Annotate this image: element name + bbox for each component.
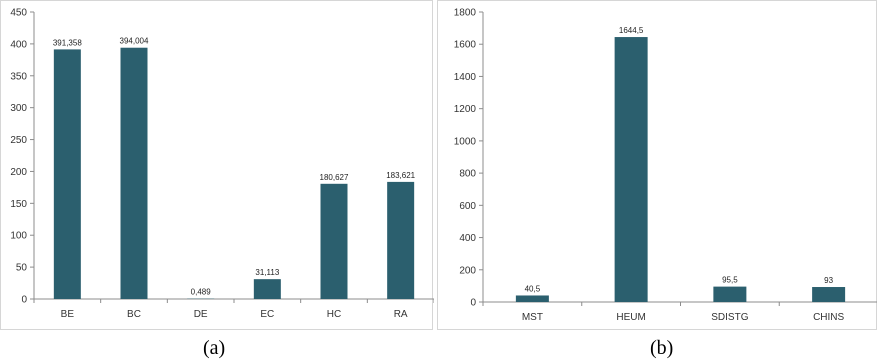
chart-a-y-tick-label: 350: [10, 71, 27, 82]
chart-b-y-tick-label: 0: [470, 298, 476, 309]
chart-a-data-label: 180,627: [320, 173, 349, 182]
chart-a-y-tick-label: 200: [10, 167, 27, 178]
chart-b-y-tick-label: 1800: [454, 8, 477, 19]
chart-a-bar-bc: [120, 47, 148, 299]
chart-b-data-label: 1644,5: [619, 26, 644, 35]
chart-a-bar-ra: [387, 181, 415, 299]
chart-b-bar-heum: [614, 37, 648, 303]
chart-b-bar-sdistg: [713, 286, 747, 302]
chart-b-data-label: 95,5: [722, 276, 738, 285]
chart-b-y-tick-label: 600: [459, 201, 476, 212]
chart-b-y-tick-label: 1400: [454, 72, 477, 83]
chart-a-bar-hc: [320, 183, 348, 299]
chart-a-y-tick-label: 100: [10, 231, 27, 242]
chart-a-bar-be: [53, 49, 81, 299]
chart-b-data-label: 40,5: [525, 284, 541, 293]
chart-b-y-tick-label: 400: [459, 233, 476, 244]
chart-a-y-tick-label: 0: [21, 295, 27, 306]
chart-a-y-tick-label: 450: [10, 8, 27, 19]
chart-b-x-tick-label: SDISTG: [711, 312, 748, 323]
chart-a-x-tick-label: BE: [61, 309, 75, 320]
chart-b-y-tick-label: 1000: [454, 136, 477, 147]
chart-b: 0 200 400 600 800 1000 1200 1400 1600 1800 40,5 MST…: [454, 8, 877, 323]
chart-a-x-tick-label: EC: [260, 309, 274, 320]
chart-a-x-tick-label: HC: [327, 309, 341, 320]
chart-a-y-tick-label: 400: [10, 39, 27, 50]
chart-b-y-tick-label: 200: [459, 265, 476, 276]
chart-b-x-tick-label: HEUM: [616, 312, 645, 323]
chart-a-data-label: 394,004: [120, 37, 149, 46]
chart-a-data-label: 183,621: [386, 171, 415, 180]
chart-a-data-label: 0,489: [191, 288, 212, 297]
chart-a-y-tick-label: 250: [10, 135, 27, 146]
caption-a: (a): [203, 337, 226, 359]
chart-b-data-label: 93: [824, 276, 833, 285]
chart-b-bar-mst: [515, 295, 549, 302]
chart-b-y-tick-label: 1200: [454, 104, 477, 115]
chart-b-y-tick-label: 800: [459, 169, 476, 180]
chart-a-y-tick-label: 150: [10, 199, 27, 210]
chart-b-y-tick-label: 1600: [454, 40, 477, 51]
chart-a-data-label: 391,358: [53, 38, 82, 47]
chart-b-x-tick-label: CHINS: [813, 312, 844, 323]
chart-a-bar-ec: [253, 279, 281, 299]
chart-a-data-label: 31,113: [255, 268, 279, 277]
chart-a-x-tick-label: BC: [127, 309, 141, 320]
chart-b-x-tick-label: MST: [522, 312, 543, 323]
chart-a-x-tick-label: RA: [394, 309, 408, 320]
chart-a-panel: 0 50 100 150 200 250 300 350 400 450 391,358 BE 394,…: [0, 0, 434, 330]
chart-a-y-tick-label: 50: [16, 263, 28, 274]
caption-b: (b): [650, 337, 674, 359]
chart-b-bar-chins: [812, 287, 846, 302]
chart-b-panel: 0 200 400 600 800 1000 1200 1400 1600 1800 40,5 MST…: [437, 0, 877, 330]
chart-a: 0 50 100 150 200 250 300 350 400 450 391,358 BE 394,…: [10, 8, 434, 320]
chart-a-y-tick-label: 300: [10, 103, 27, 114]
chart-a-x-tick-label: DE: [194, 309, 208, 320]
